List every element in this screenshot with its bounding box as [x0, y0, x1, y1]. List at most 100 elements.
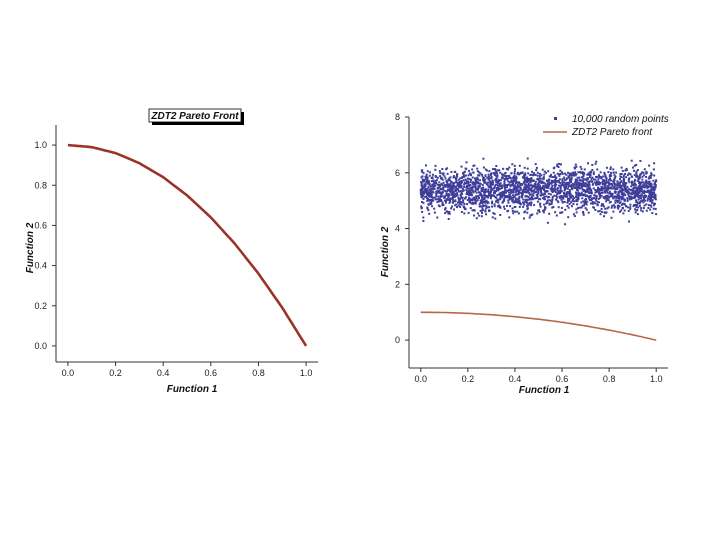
scatter-point	[487, 190, 490, 193]
scatter-point	[607, 187, 609, 190]
scatter-point	[531, 184, 534, 187]
left-y-tick-label: 0.2	[34, 301, 47, 311]
scatter-point	[426, 170, 429, 173]
scatter-point	[502, 167, 505, 170]
scatter-point	[534, 174, 537, 176]
scatter-point	[654, 207, 657, 210]
scatter-point	[515, 177, 518, 180]
scatter-point	[488, 177, 491, 180]
scatter-point	[609, 195, 612, 198]
scatter-point	[519, 203, 522, 206]
scatter-point	[602, 175, 605, 178]
scatter-point	[451, 205, 454, 208]
scatter-point	[556, 188, 559, 191]
scatter-point	[487, 181, 489, 184]
scatter-point	[511, 183, 514, 186]
scatter-point	[633, 164, 636, 167]
scatter-point	[541, 180, 544, 183]
scatter-point	[653, 162, 656, 165]
scatter-point	[471, 187, 474, 190]
scatter-point	[467, 211, 470, 214]
scatter-point	[586, 173, 589, 176]
scatter-point	[460, 186, 463, 189]
scatter-point	[582, 174, 585, 177]
scatter-point	[579, 194, 581, 197]
scatter-point	[556, 189, 559, 192]
scatter-point	[486, 206, 489, 209]
scatter-point	[536, 197, 539, 200]
scatter-point	[454, 200, 457, 203]
scatter-point	[481, 194, 484, 197]
scatter-point	[420, 207, 423, 209]
scatter-point	[426, 199, 429, 202]
scatter-point	[430, 200, 433, 203]
scatter-point	[502, 200, 505, 202]
scatter-point	[512, 201, 515, 204]
scatter-point	[460, 203, 463, 206]
scatter-point	[470, 179, 473, 181]
right-y-label: Function 2	[380, 226, 391, 277]
scatter-point	[517, 173, 520, 176]
scatter-point	[539, 205, 542, 208]
scatter-point	[543, 192, 546, 195]
scatter-point	[429, 187, 432, 190]
legend-label-front: ZDT2 Pareto front	[571, 127, 653, 138]
scatter-point	[635, 172, 638, 174]
scatter-point	[497, 193, 500, 196]
scatter-point	[425, 164, 427, 167]
scatter-point	[601, 185, 604, 188]
scatter-point	[450, 170, 453, 173]
right-legend: 10,000 random points ZDT2 Pareto front	[543, 114, 669, 138]
scatter-point	[522, 176, 525, 178]
scatter-point	[500, 176, 503, 179]
scatter-point	[604, 185, 607, 188]
scatter-point	[511, 182, 514, 185]
scatter-point	[556, 196, 559, 199]
scatter-point	[484, 181, 487, 184]
scatter-point	[641, 186, 644, 188]
scatter-point	[545, 185, 548, 188]
scatter-point	[551, 187, 554, 190]
scatter-point	[594, 178, 597, 181]
scatter-point	[463, 185, 466, 188]
scatter-point	[567, 216, 570, 219]
scatter-point	[482, 201, 485, 204]
scatter-point	[512, 190, 514, 193]
scatter-point	[633, 187, 636, 190]
scatter-point	[608, 184, 611, 186]
scatter-point	[548, 175, 551, 178]
scatter-point	[563, 192, 565, 194]
scatter-point	[622, 182, 625, 185]
scatter-point	[559, 185, 562, 188]
scatter-point	[474, 177, 476, 180]
scatter-point	[469, 183, 472, 186]
scatter-point	[583, 183, 586, 186]
scatter-point	[638, 202, 641, 205]
scatter-point	[630, 159, 633, 162]
scatter-point	[438, 184, 441, 187]
scatter-point	[487, 188, 490, 191]
scatter-point	[615, 197, 618, 200]
scatter-point	[509, 197, 512, 200]
scatter-point	[459, 194, 462, 197]
scatter-point	[583, 173, 586, 176]
scatter-point	[573, 200, 576, 203]
scatter-point	[431, 199, 434, 202]
scatter-point	[631, 196, 634, 199]
scatter-point	[492, 212, 495, 215]
scatter-point	[575, 179, 578, 182]
scatter-point	[601, 191, 604, 194]
scatter-point	[495, 199, 498, 202]
scatter-point	[468, 200, 471, 203]
scatter-point	[609, 192, 612, 195]
scatter-point	[653, 197, 656, 200]
scatter-point	[463, 181, 466, 184]
scatter-point	[437, 190, 440, 193]
scatter-point	[622, 202, 625, 205]
scatter-point	[605, 166, 608, 169]
scatter-point	[431, 183, 434, 186]
scatter-point	[618, 197, 620, 200]
scatter-point	[570, 181, 573, 184]
scatter-point	[645, 190, 647, 193]
scatter-point	[606, 197, 609, 199]
